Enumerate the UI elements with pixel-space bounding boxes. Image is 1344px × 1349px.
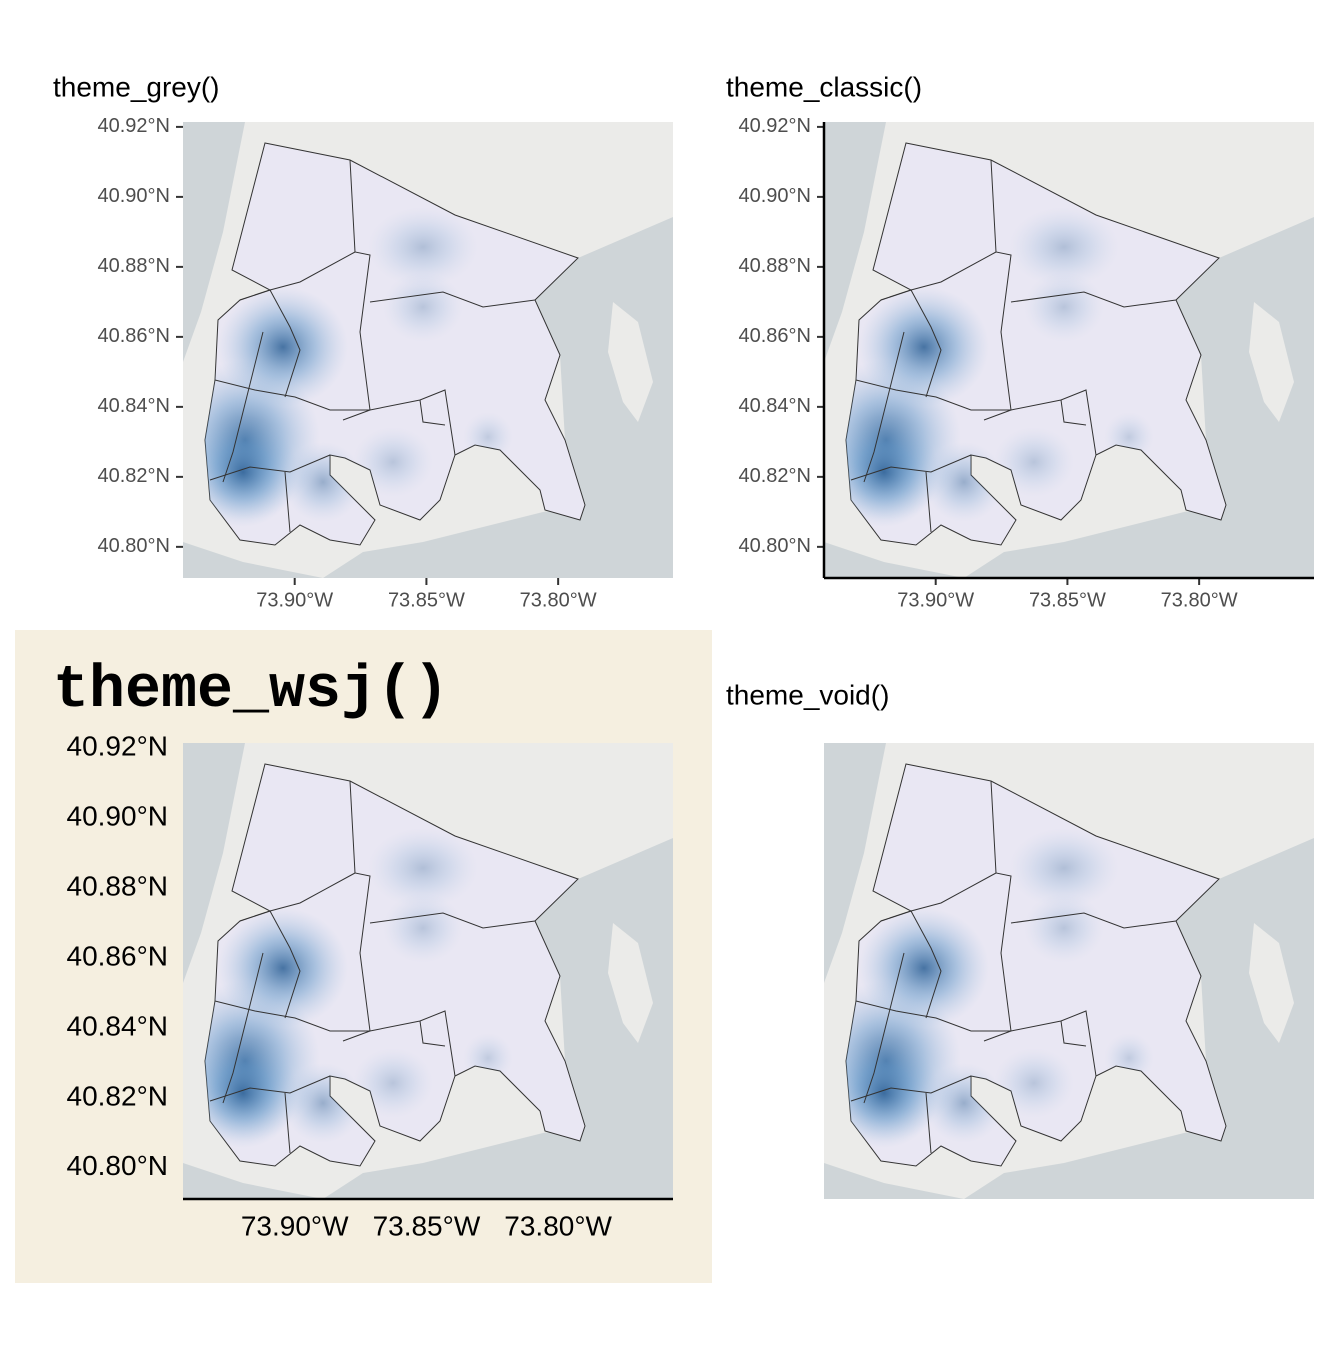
panel-title: theme_classic() — [726, 71, 922, 102]
y-tick-label: 40.86°N — [739, 325, 812, 347]
panel-title: theme_void() — [726, 679, 889, 710]
map — [170, 743, 673, 1199]
x-tick-label: 73.85°W — [1029, 589, 1106, 611]
y-tick-label: 40.80°N — [67, 1150, 169, 1181]
y-tick-label: 40.90°N — [98, 185, 171, 207]
x-tick-label: 73.90°W — [241, 1210, 349, 1241]
x-tick-label: 73.85°W — [388, 589, 465, 611]
x-tick-label: 73.80°W — [504, 1210, 612, 1241]
map — [811, 743, 1314, 1199]
y-tick-label: 40.90°N — [67, 800, 169, 831]
y-tick-label: 40.86°N — [98, 325, 171, 347]
y-tick-label: 40.88°N — [67, 870, 169, 901]
x-tick-label: 73.80°W — [1161, 589, 1238, 611]
y-tick-label: 40.90°N — [739, 185, 812, 207]
y-tick-label: 40.88°N — [739, 255, 812, 277]
y-tick-label: 40.92°N — [739, 115, 812, 137]
y-tick-label: 40.86°N — [67, 940, 169, 971]
y-tick-label: 40.84°N — [739, 395, 812, 417]
y-tick-label: 40.82°N — [98, 465, 171, 487]
y-tick-label: 40.92°N — [67, 730, 169, 761]
y-tick-label: 40.84°N — [67, 1010, 169, 1041]
y-tick-label: 40.92°N — [98, 115, 171, 137]
x-tick-label: 73.85°W — [373, 1210, 481, 1241]
panel-title: theme_wsj() — [53, 657, 449, 725]
panel-title: theme_grey() — [53, 71, 220, 102]
x-tick-label: 73.90°W — [256, 589, 333, 611]
y-tick-label: 40.84°N — [98, 395, 171, 417]
map — [811, 122, 1314, 578]
y-tick-label: 40.82°N — [739, 465, 812, 487]
y-tick-label: 40.80°N — [98, 535, 171, 557]
map — [170, 122, 673, 578]
x-tick-label: 73.90°W — [897, 589, 974, 611]
x-tick-label: 73.80°W — [520, 589, 597, 611]
y-tick-label: 40.88°N — [98, 255, 171, 277]
y-tick-label: 40.82°N — [67, 1080, 169, 1111]
y-tick-label: 40.80°N — [739, 535, 812, 557]
